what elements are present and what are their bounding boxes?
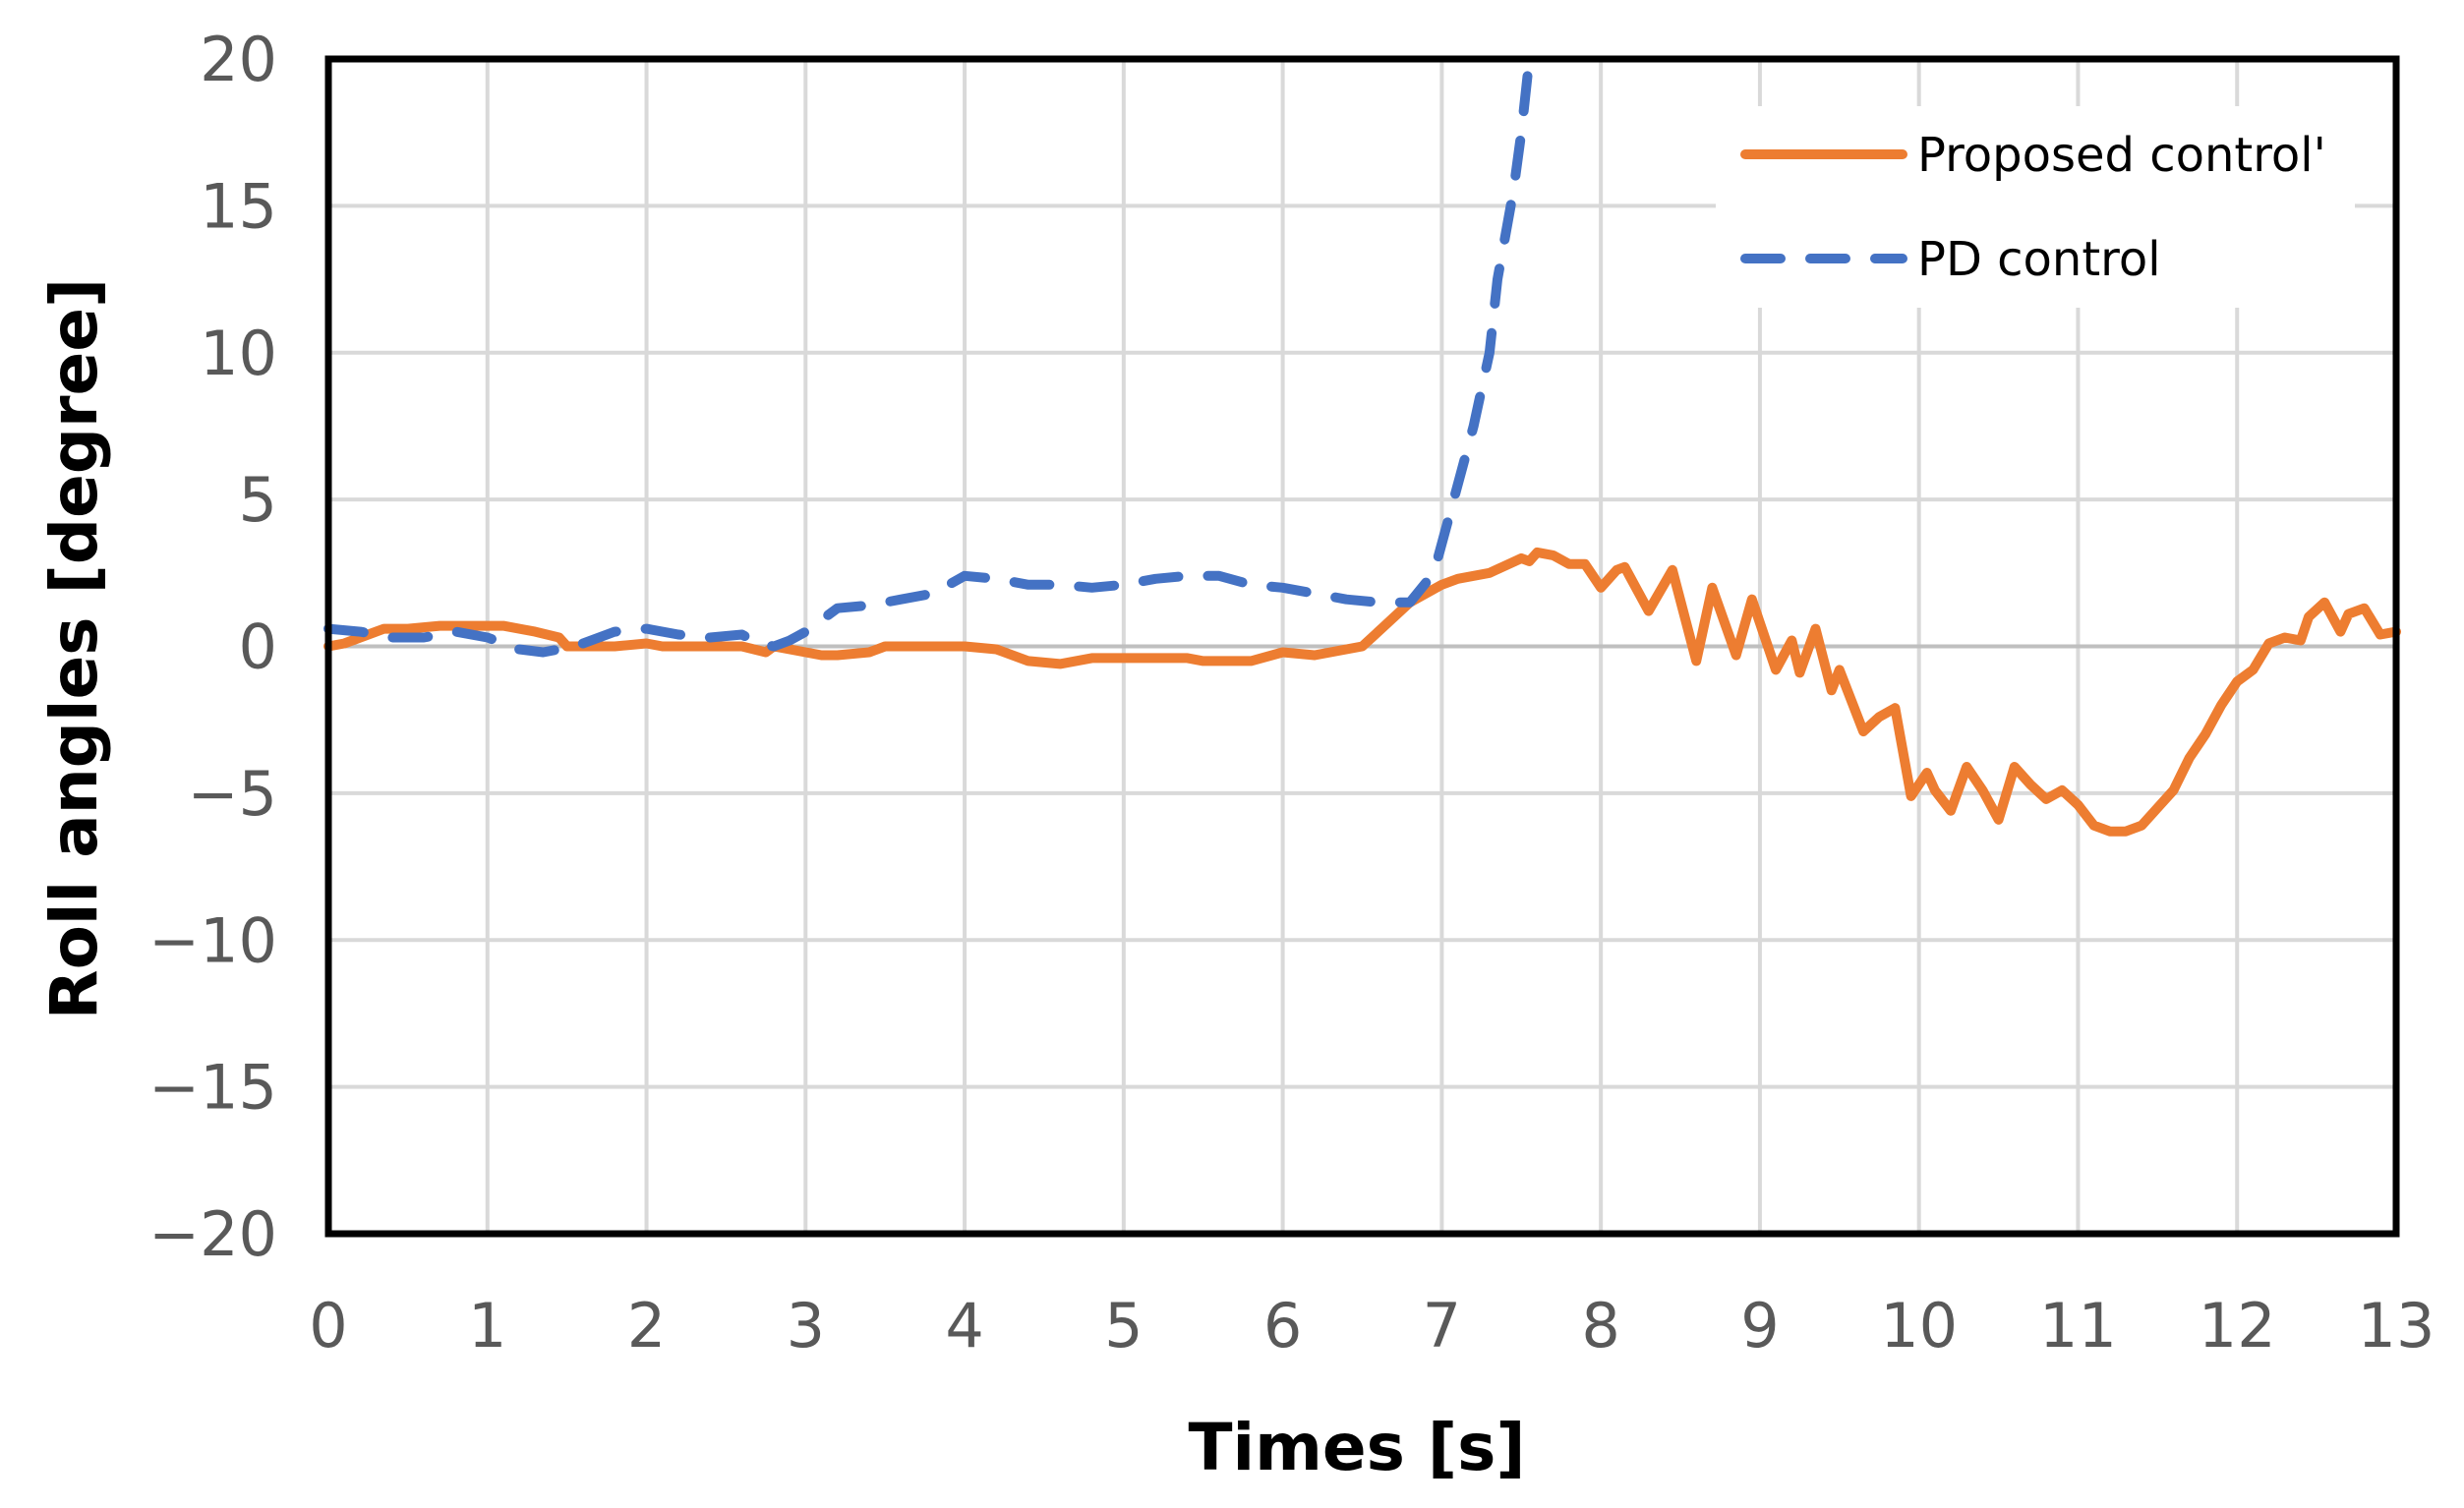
series-lines xyxy=(323,54,2401,837)
x-tick-label: 8 xyxy=(1581,1290,1619,1362)
y-tick-label: 0 xyxy=(239,611,277,683)
x-tick-label: 7 xyxy=(1423,1290,1461,1362)
x-tick-label: 4 xyxy=(945,1290,983,1362)
x-tick-label: 3 xyxy=(787,1290,825,1362)
plot-frame xyxy=(324,55,2400,1238)
series-line-pd-control xyxy=(323,54,1535,658)
y-tick-label: 10 xyxy=(200,318,277,389)
legend: Proposed control' PD control xyxy=(1716,106,2355,308)
y-tick-label: 20 xyxy=(200,24,277,95)
x-tick-label: 2 xyxy=(627,1290,666,1362)
x-tick-label: 12 xyxy=(2199,1290,2276,1362)
y-axis-title: Roll angles [degree] xyxy=(36,278,112,1019)
y-tick-label: 15 xyxy=(200,170,277,242)
x-tick-label: 0 xyxy=(309,1290,347,1362)
y-tick-label: −10 xyxy=(148,904,277,976)
y-tick-label: −20 xyxy=(148,1198,277,1270)
x-tick-label: 5 xyxy=(1104,1290,1143,1362)
x-tick-label: 6 xyxy=(1263,1290,1302,1362)
x-tick-label: 13 xyxy=(2358,1290,2435,1362)
legend-label-proposed: Proposed control' xyxy=(1917,128,2326,183)
legend-label-pd: PD control xyxy=(1917,232,2161,287)
y-tick-label: −15 xyxy=(148,1052,277,1124)
x-axis-title: Times [s] xyxy=(1188,1410,1525,1485)
x-tick-label: 1 xyxy=(468,1290,506,1362)
y-tick-label: −5 xyxy=(188,758,277,830)
x-axis-tick-labels: 0 1 2 3 4 5 6 7 8 9 10 11 12 13 xyxy=(309,1290,2435,1362)
y-axis-tick-labels: 20 15 10 5 0 −5 −10 −15 −20 xyxy=(148,24,277,1270)
x-tick-label: 11 xyxy=(2039,1290,2117,1362)
x-tick-label: 9 xyxy=(1740,1290,1779,1362)
x-tick-label: 10 xyxy=(1880,1290,1958,1362)
y-tick-label: 5 xyxy=(239,464,277,536)
